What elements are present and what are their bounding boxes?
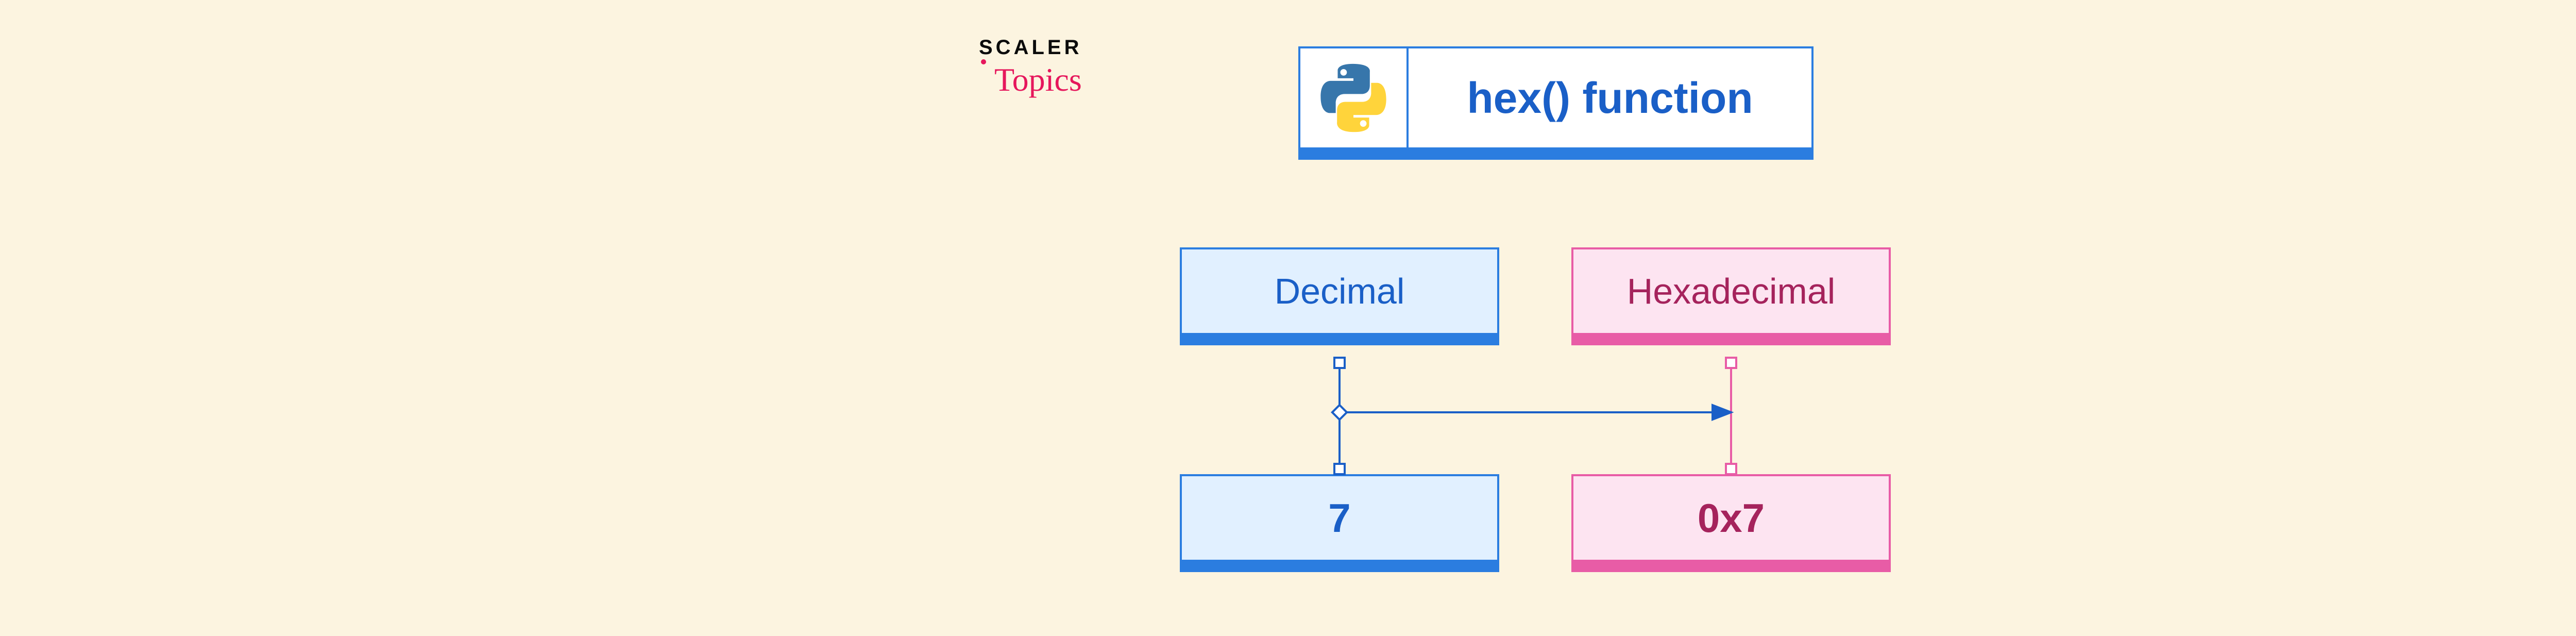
logo-line2: Topics	[994, 61, 1082, 99]
title-box: hex() function	[1298, 46, 1814, 160]
title-icon-cell	[1300, 48, 1409, 147]
node-hex-label-text: Hexadecimal	[1627, 271, 1836, 312]
node-hex-label: Hexadecimal	[1571, 247, 1891, 345]
connector-hex	[1726, 358, 1736, 474]
logo-dot-icon	[981, 59, 986, 64]
brand-logo: SCALER Topics	[979, 36, 1082, 99]
node-hex-value-text: 0x7	[1698, 495, 1765, 542]
connector-decimal	[1332, 358, 1347, 474]
connector-arrow	[1347, 405, 1731, 420]
logo-line1: SCALER	[979, 36, 1082, 59]
diagram-canvas: SCALER Topics hex() function Decimal Hex…	[979, 0, 2112, 636]
title-text: hex() function	[1409, 73, 1811, 123]
node-decimal-label-text: Decimal	[1275, 271, 1405, 312]
node-hex-value: 0x7	[1571, 474, 1891, 572]
node-decimal-value: 7	[1180, 474, 1499, 572]
node-decimal-value-text: 7	[1328, 495, 1350, 542]
node-decimal-label: Decimal	[1180, 247, 1499, 345]
python-icon	[1317, 62, 1389, 134]
